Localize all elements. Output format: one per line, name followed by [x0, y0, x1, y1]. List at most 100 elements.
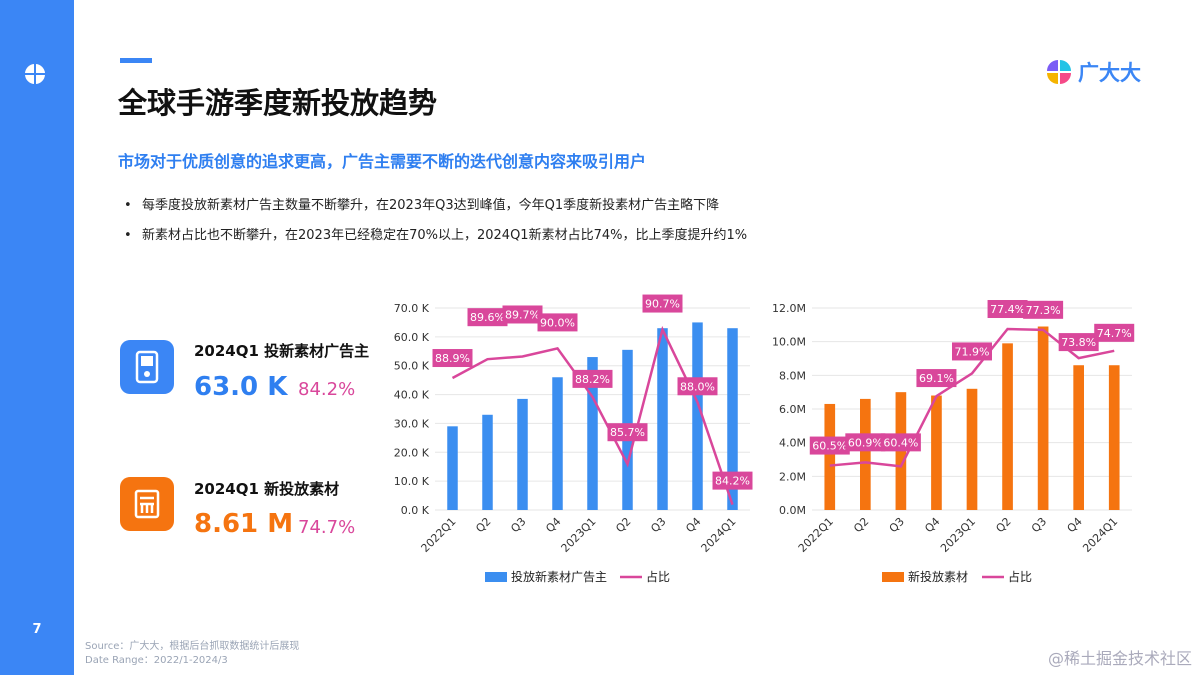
x-tick-label: Q4 — [1065, 515, 1085, 535]
x-tick-label: Q4 — [543, 515, 563, 535]
data-label: 69.1% — [919, 372, 954, 385]
kpi-percentage: 84.2% — [298, 379, 356, 400]
x-tick-label: Q2 — [613, 515, 633, 535]
gamepad-device-icon — [120, 340, 174, 394]
x-tick-label: Q2 — [993, 515, 1013, 535]
data-label-box — [880, 433, 921, 452]
data-label-box — [1058, 333, 1099, 352]
y-tick-label: 10.0 K — [394, 475, 430, 488]
x-tick-label: Q3 — [508, 515, 528, 535]
x-tick-label: 2022Q1 — [419, 515, 459, 555]
bar — [482, 414, 493, 510]
advertisers-chart: 0.0 K 10.0 K 20.0 K 30.0 K 40.0 K 50.0 K 60.0 … — [394, 294, 753, 584]
brand-pinwheel-icon — [1047, 60, 1071, 84]
brand-name: 广大大 — [1078, 61, 1141, 85]
data-label-box — [467, 308, 508, 327]
watermark: @稀土掘金技术社区 — [1047, 649, 1192, 668]
data-label: 88.2% — [575, 373, 610, 386]
legend-swatch-bar — [882, 572, 904, 582]
data-label-box — [572, 369, 613, 388]
data-label: 89.7% — [505, 308, 540, 321]
creative-asset-icon — [120, 477, 174, 531]
data-label-box — [1023, 300, 1064, 319]
bullet-item: • 新素材占比也不断攀升，在2023年已经稳定在70%以上，2024Q1新素材占比… — [124, 228, 748, 243]
bullet-item: • 每季度投放新素材广告主数量不断攀升，在2023年Q3达到峰值，今年Q1季度新投… — [124, 198, 720, 213]
pie-logo-icon — [25, 64, 45, 84]
x-tick-label: 2022Q1 — [796, 515, 836, 555]
data-label: 85.7% — [610, 426, 645, 439]
data-label: 88.0% — [680, 380, 715, 393]
kpi-title: 2024Q1 投新素材广告主 — [194, 342, 370, 360]
y-tick-label: 10.0M — [772, 336, 806, 349]
data-label: 60.5% — [812, 440, 847, 453]
legend-label: 占比 — [646, 569, 670, 584]
legend-label: 投放新素材广告主 — [511, 569, 607, 584]
data-label-box — [502, 305, 543, 324]
x-tick-label: 2023Q1 — [938, 515, 978, 555]
legend-swatch-bar — [485, 572, 507, 582]
y-tick-label: 4.0M — [779, 437, 806, 450]
kpi-title: 2024Q1 新投放素材 — [194, 480, 340, 498]
data-label: 90.0% — [540, 316, 575, 329]
x-tick-label: Q3 — [648, 515, 668, 535]
x-tick-label: Q2 — [851, 515, 871, 535]
data-label-box — [916, 369, 957, 388]
data-label-box — [712, 471, 753, 490]
data-label-box — [607, 423, 648, 442]
y-tick-label: 8.0M — [779, 369, 806, 382]
y-tick-label: 70.0 K — [394, 302, 430, 315]
data-label: 71.9% — [955, 345, 990, 358]
data-label-box — [537, 313, 578, 332]
legend-label: 占比 — [1008, 569, 1032, 584]
data-label-box — [642, 294, 683, 313]
y-tick-label: 12.0M — [772, 302, 806, 315]
x-tick-label: 2024Q1 — [699, 515, 739, 555]
bar — [1037, 326, 1049, 510]
kpi-value: 8.61 M — [194, 509, 294, 539]
bar — [587, 357, 598, 510]
bullet-text: 新素材占比也不断攀升，在2023年已经稳定在70%以上，2024Q1新素材占比7… — [142, 228, 748, 243]
bar — [447, 426, 458, 510]
sidebar: 7 — [0, 0, 74, 675]
bar — [931, 395, 942, 510]
bar — [824, 403, 836, 510]
y-tick-label: 30.0 K — [394, 417, 430, 430]
new-creatives-chart: 0.0M 2.0M 4.0M 6.0M 8.0M 10.0M 12.0M 2022Q1 Q2 Q3… — [772, 300, 1135, 584]
data-label-box — [952, 342, 992, 361]
data-label: 60.9% — [848, 436, 883, 449]
kpi-percentage: 74.7% — [298, 517, 356, 538]
data-label-box — [987, 300, 1028, 319]
data-label: 73.8% — [1061, 336, 1096, 349]
x-tick-label: Q3 — [1029, 515, 1049, 535]
page-title: 全球手游季度新投放趋势 — [118, 86, 438, 120]
bar — [966, 388, 978, 510]
y-tick-label: 0.0M — [779, 504, 806, 517]
y-tick-label: 40.0 K — [394, 389, 430, 402]
y-tick-label: 50.0 K — [394, 360, 430, 373]
data-label-box — [1094, 323, 1135, 342]
bar — [1073, 365, 1084, 510]
bar — [517, 398, 528, 510]
data-label: 89.6% — [470, 311, 505, 324]
x-tick-label: Q4 — [683, 515, 703, 535]
y-tick-label: 2.0M — [779, 470, 806, 483]
data-label-box — [845, 433, 886, 452]
y-tick-label: 0.0 K — [401, 504, 430, 517]
kpi-value: 63.0 K — [194, 372, 288, 402]
data-label: 74.7% — [1097, 327, 1132, 340]
data-label: 88.9% — [435, 352, 470, 365]
y-tick-label: 20.0 K — [394, 446, 430, 459]
brand-logo: 广大大 — [1046, 57, 1141, 87]
bar — [1108, 365, 1120, 510]
data-label-box — [677, 377, 718, 396]
data-label-box — [809, 436, 850, 455]
bar — [692, 322, 703, 510]
bar — [1002, 343, 1013, 510]
data-label: 77.3% — [1026, 304, 1061, 317]
bar — [727, 328, 738, 510]
data-label: 77.4% — [990, 303, 1025, 316]
x-tick-label: 2024Q1 — [1080, 515, 1120, 555]
bullet-text: 每季度投放新素材广告主数量不断攀升，在2023年Q3达到峰值，今年Q1季度新投素… — [142, 198, 720, 213]
y-tick-label: 60.0 K — [394, 331, 430, 344]
subtitle: 市场对于优质创意的追求更高，广告主需要不断的迭代创意内容来吸引用户 — [118, 152, 647, 171]
